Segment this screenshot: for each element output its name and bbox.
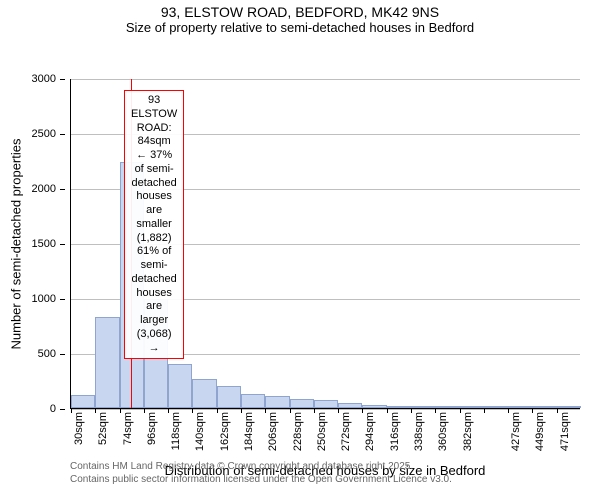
x-tick: 471sqm — [559, 408, 571, 451]
x-tick: 74sqm — [122, 408, 134, 445]
x-tick: 118sqm — [170, 408, 182, 450]
title-sub: Size of property relative to semi-detach… — [0, 20, 600, 35]
y-tick: 1500 — [32, 238, 71, 250]
x-tick: 294sqm — [364, 408, 376, 451]
y-tick: 3000 — [32, 73, 71, 85]
x-tick-mark — [484, 408, 485, 413]
y-tick: 2000 — [32, 183, 71, 195]
histogram-bar — [314, 400, 338, 408]
histogram-bar — [484, 406, 508, 408]
x-tick: 228sqm — [292, 408, 304, 451]
annotation-box: 93 ELSTOW ROAD: 84sqm← 37% of semi-detac… — [124, 90, 184, 359]
x-tick-mark — [217, 408, 218, 413]
gridline — [71, 79, 580, 80]
x-tick: 360sqm — [437, 408, 449, 451]
histogram-bar — [95, 317, 119, 408]
x-tick-mark — [314, 408, 315, 413]
x-tick: 206sqm — [267, 408, 279, 451]
footer-line: Contains HM Land Registry data © Crown c… — [70, 460, 600, 473]
histogram-bar — [265, 396, 289, 408]
x-tick: 162sqm — [219, 408, 231, 451]
y-tick: 2500 — [32, 128, 71, 140]
x-tick-mark — [557, 408, 558, 413]
x-tick-mark — [387, 408, 388, 413]
title-main: 93, ELSTOW ROAD, BEDFORD, MK42 9NS — [0, 0, 600, 20]
y-tick: 500 — [38, 348, 71, 360]
histogram-bar — [241, 394, 265, 408]
annotation-line: 93 ELSTOW ROAD: 84sqm — [131, 94, 177, 149]
x-tick: 338sqm — [413, 408, 425, 451]
x-tick-mark — [460, 408, 461, 413]
annotation-line: ← 37% of semi-detached houses are smalle… — [131, 149, 177, 245]
y-tick: 0 — [50, 403, 71, 415]
histogram-bar — [71, 395, 95, 408]
x-tick: 96sqm — [146, 408, 158, 445]
footer-line: Contains public sector information licen… — [70, 473, 600, 486]
x-tick: 250sqm — [316, 408, 328, 451]
x-tick-mark — [71, 408, 72, 413]
x-tick-mark — [144, 408, 145, 413]
x-tick-mark — [168, 408, 169, 413]
x-tick: 316sqm — [389, 408, 401, 451]
y-axis-label: Number of semi-detached properties — [9, 139, 24, 350]
x-tick-mark — [120, 408, 121, 413]
y-tick: 1000 — [32, 293, 71, 305]
x-tick-mark — [508, 408, 509, 413]
histogram-bar — [168, 364, 192, 408]
x-tick-mark — [290, 408, 291, 413]
histogram-bar — [290, 399, 314, 408]
x-tick-mark — [338, 408, 339, 413]
histogram-bar — [192, 379, 216, 408]
x-tick: 184sqm — [243, 408, 255, 451]
x-tick: 449sqm — [534, 408, 546, 451]
x-tick-mark — [241, 408, 242, 413]
x-tick: 427sqm — [510, 408, 522, 451]
x-tick: 272sqm — [340, 408, 352, 451]
x-tick: 382sqm — [462, 408, 474, 451]
x-tick-mark — [411, 408, 412, 413]
x-tick: 30sqm — [73, 408, 85, 445]
histogram-bar — [217, 386, 241, 408]
x-tick: 52sqm — [97, 408, 109, 445]
x-tick: 140sqm — [194, 408, 206, 451]
footer-attribution: Contains HM Land Registry data © Crown c… — [70, 460, 600, 486]
annotation-line: 61% of semi-detached houses are larger (… — [131, 245, 177, 355]
